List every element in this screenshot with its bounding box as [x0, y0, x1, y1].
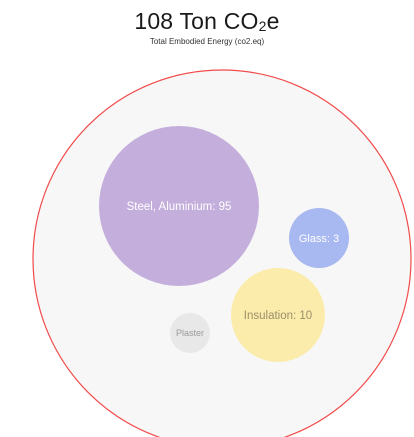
chart-subtitle: Total Embodied Energy (co2.eq)	[149, 37, 265, 46]
bubble-label-glass: Glass: 3	[299, 233, 339, 245]
title-subscript: 2	[258, 18, 267, 34]
bubble-label-steel-aluminium: Steel, Aluminium: 95	[127, 201, 232, 213]
chart-header: 108 Ton CO2e Total Embodied Energy (co2.…	[0, 8, 414, 47]
bubble-label-insulation: Insulation: 10	[244, 310, 312, 322]
bubble-glass	[289, 208, 349, 268]
title-main: 108 Ton CO	[134, 8, 259, 34]
bubble-steel-aluminium	[99, 126, 259, 286]
bubble-insulation	[231, 268, 325, 362]
chart-title: 108 Ton CO2e	[0, 8, 414, 37]
title-tail: e	[266, 8, 280, 34]
bubble-label-plaster: Plaster	[176, 328, 204, 338]
bubbles-group: Steel, Aluminium: 95 Glass: 3 Insulation: …	[99, 126, 349, 362]
bubble-plaster	[170, 313, 210, 353]
